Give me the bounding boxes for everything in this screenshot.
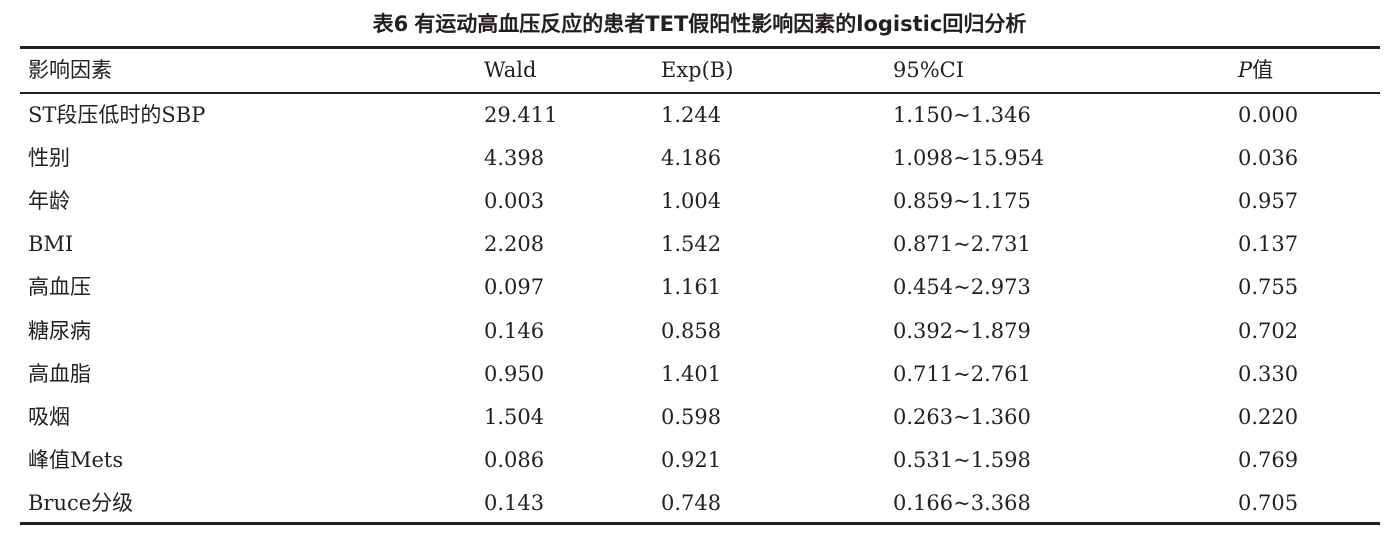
table-caption: 表6 有运动高血压反应的患者TET假阳性影响因素的logistic回归分析 xyxy=(0,8,1399,40)
cell-factor: Bruce分级 xyxy=(28,490,134,515)
cell-p: 0.036 xyxy=(1238,146,1299,171)
cell-ci: 0.392~1.879 xyxy=(893,318,1031,343)
cell-wald: 0.097 xyxy=(484,275,545,300)
cell-wald: 2.208 xyxy=(484,232,545,257)
header-p-letter: P xyxy=(1238,58,1253,82)
table-row: 年龄 0.003 1.004 0.859~1.175 0.957 xyxy=(0,180,1399,223)
cell-expb: 1.401 xyxy=(661,361,722,386)
header-rule xyxy=(20,92,1380,94)
cell-wald: 0.086 xyxy=(484,447,545,472)
cell-p: 0.702 xyxy=(1238,318,1299,343)
cell-factor: ST段压低时的SBP xyxy=(28,103,206,127)
header-wald: Wald xyxy=(484,58,537,82)
table-row: 糖尿病 0.146 0.858 0.392~1.879 0.702 xyxy=(0,310,1399,353)
cell-ci: 0.531~1.598 xyxy=(893,447,1031,472)
cell-expb: 4.186 xyxy=(661,146,722,171)
cell-p: 0.330 xyxy=(1238,361,1299,386)
cell-expb: 0.748 xyxy=(661,490,722,515)
header-expb: Exp(B) xyxy=(661,58,734,82)
cell-p: 0.000 xyxy=(1238,103,1299,127)
table-row: 峰值Mets 0.086 0.921 0.531~1.598 0.769 xyxy=(0,439,1399,482)
cell-wald: 0.950 xyxy=(484,361,545,386)
cell-factor: 吸烟 xyxy=(28,404,70,429)
cell-wald: 29.411 xyxy=(484,103,558,127)
table-title: 有运动高血压反应的患者TET假阳性影响因素的logistic回归分析 xyxy=(414,12,1027,36)
cell-ci: 0.454~2.973 xyxy=(893,275,1031,300)
header-p: P值 xyxy=(1238,55,1273,85)
cell-expb: 1.004 xyxy=(661,189,722,214)
cell-factor: 年龄 xyxy=(28,189,70,214)
bottom-rule xyxy=(20,522,1380,525)
cell-p: 0.769 xyxy=(1238,447,1299,472)
cell-expb: 0.858 xyxy=(661,318,722,343)
cell-wald: 4.398 xyxy=(484,146,545,171)
cell-factor: 糖尿病 xyxy=(28,318,91,343)
cell-p: 0.137 xyxy=(1238,232,1299,257)
cell-ci: 1.098~15.954 xyxy=(893,146,1045,171)
cell-factor: 高血压 xyxy=(28,275,91,300)
cell-wald: 0.143 xyxy=(484,490,545,515)
table-row: 性别 4.398 4.186 1.098~15.954 0.036 xyxy=(0,137,1399,180)
cell-expb: 1.244 xyxy=(661,103,722,127)
cell-p: 0.755 xyxy=(1238,275,1299,300)
table-row: BMI 2.208 1.542 0.871~2.731 0.137 xyxy=(0,223,1399,266)
table-row: 吸烟 1.504 0.598 0.263~1.360 0.220 xyxy=(0,396,1399,439)
cell-ci: 0.871~2.731 xyxy=(893,232,1031,257)
cell-wald: 1.504 xyxy=(484,404,545,429)
cell-ci: 0.859~1.175 xyxy=(893,189,1031,214)
cell-expb: 0.921 xyxy=(661,447,722,472)
cell-factor: 性别 xyxy=(28,146,70,171)
table-row: Bruce分级 0.143 0.748 0.166~3.368 0.705 xyxy=(0,482,1399,525)
header-factor: 影响因素 xyxy=(28,58,112,82)
cell-ci: 0.263~1.360 xyxy=(893,404,1031,429)
header-p-suffix: 值 xyxy=(1252,58,1274,82)
cell-p: 0.220 xyxy=(1238,404,1299,429)
cell-p: 0.705 xyxy=(1238,490,1299,515)
header-ci: 95%CI xyxy=(893,58,965,82)
table-row: 高血压 0.097 1.161 0.454~2.973 0.755 xyxy=(0,266,1399,309)
cell-expb: 0.598 xyxy=(661,404,722,429)
cell-wald: 0.003 xyxy=(484,189,545,214)
cell-factor: BMI xyxy=(28,232,74,257)
cell-ci: 1.150~1.346 xyxy=(893,103,1031,127)
table-number: 表6 xyxy=(372,12,409,36)
cell-p: 0.957 xyxy=(1238,189,1299,214)
cell-expb: 1.161 xyxy=(661,275,722,300)
cell-ci: 0.711~2.761 xyxy=(893,361,1031,386)
cell-factor: 高血脂 xyxy=(28,361,91,386)
cell-ci: 0.166~3.368 xyxy=(893,490,1031,515)
table-row: ST段压低时的SBP 29.411 1.244 1.150~1.346 0.000 xyxy=(0,94,1399,137)
top-rule xyxy=(20,46,1380,49)
cell-expb: 1.542 xyxy=(661,232,722,257)
cell-factor: 峰值Mets xyxy=(28,447,124,472)
cell-wald: 0.146 xyxy=(484,318,545,343)
table-row: 高血脂 0.950 1.401 0.711~2.761 0.330 xyxy=(0,353,1399,396)
